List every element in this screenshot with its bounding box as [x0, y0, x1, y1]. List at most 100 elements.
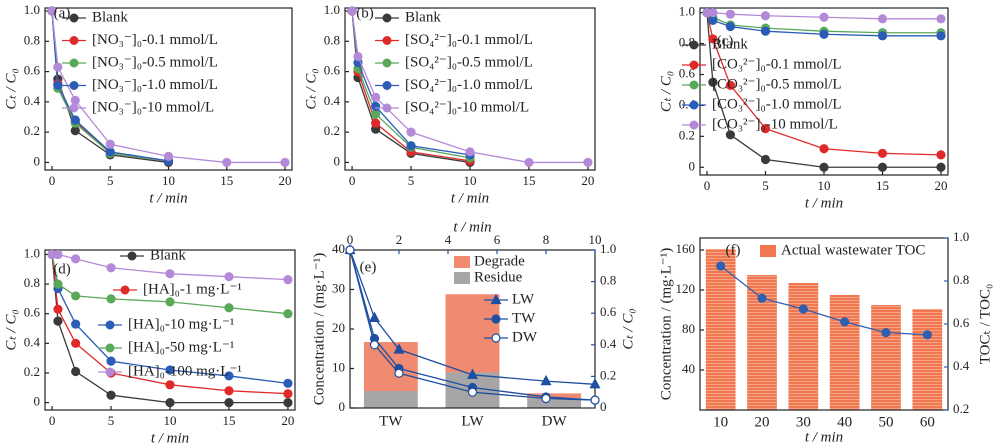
y-tick-label: 20 — [332, 320, 345, 335]
panel-label: (b) — [356, 5, 374, 21]
y-tick-label: 0.6 — [324, 63, 341, 78]
marker — [70, 95, 80, 105]
legend-marker — [382, 103, 392, 113]
bar-segment — [363, 391, 418, 408]
series-line — [349, 249, 596, 401]
legend-marker — [689, 60, 699, 70]
marker — [106, 390, 116, 400]
marker — [70, 115, 80, 125]
marker — [71, 291, 81, 301]
marker — [708, 8, 718, 18]
marker — [105, 139, 115, 149]
legend-label: [CO₃²⁻]₀-0.5 mmol/L — [712, 76, 842, 92]
x-axis-label: t / min — [451, 190, 489, 206]
legend-marker — [127, 251, 137, 261]
y-tick-label: 40 — [682, 361, 695, 376]
bar-segment — [363, 342, 418, 392]
legend-label: Blank — [405, 9, 441, 25]
marker — [936, 162, 946, 172]
bar-segment — [527, 398, 582, 408]
y-tick-label: 1.0 — [24, 2, 40, 17]
legend-label: [CO₃²⁻]₀-0.1 mmol/L — [712, 56, 842, 72]
marker — [165, 380, 175, 390]
marker — [406, 141, 416, 151]
marker — [71, 366, 81, 377]
legend-marker — [69, 58, 79, 68]
legend-label: [HA]₀-1 mg·L⁻¹ — [143, 281, 242, 297]
series-line — [349, 249, 596, 385]
legend-marker — [689, 120, 699, 130]
marker — [708, 34, 718, 44]
legend-marker — [689, 80, 699, 90]
marker — [394, 368, 404, 378]
x-tick-label: 5 — [762, 178, 769, 193]
y-tick-label: 0.6 — [24, 305, 41, 320]
marker — [165, 365, 175, 375]
marker — [725, 130, 736, 140]
x-tick-label: 20 — [755, 414, 770, 430]
x-tick-label: 50 — [879, 414, 894, 430]
x-tick-label: 10 — [713, 414, 728, 430]
marker — [106, 263, 116, 273]
marker — [819, 12, 829, 22]
axis-label: Cₜ / C₀ — [620, 308, 636, 349]
marker — [371, 109, 381, 119]
marker — [589, 378, 601, 389]
x-tick-label: 0 — [49, 173, 56, 188]
marker — [881, 328, 891, 338]
y-tick-label: 0.4 — [24, 334, 41, 349]
x-tick-label: 15 — [876, 178, 889, 193]
x-tick-label: 30 — [796, 414, 811, 430]
legend-label: LW — [512, 291, 535, 307]
legend-marker — [491, 314, 501, 324]
bar-segment — [445, 294, 500, 373]
legend-marker — [382, 13, 392, 23]
legend-label: [CO₃²⁻]₀-1.0 mmol/L — [712, 96, 842, 112]
marker — [936, 31, 946, 41]
legend-label: [HA]₀-50 mg·L⁻¹ — [128, 339, 234, 355]
x-tick-label: 10 — [164, 413, 177, 428]
marker — [725, 80, 736, 90]
y-tick-label: 0.4 — [600, 336, 617, 351]
marker — [760, 26, 771, 36]
marker — [371, 101, 381, 112]
marker — [71, 254, 81, 264]
y-tick-label: 0.8 — [600, 273, 616, 288]
marker — [467, 368, 478, 379]
x-tick-label: LW — [461, 413, 484, 429]
x-tick-label: 0 — [349, 173, 356, 188]
panel-label: (e) — [360, 259, 377, 275]
marker — [877, 162, 888, 172]
marker — [47, 6, 57, 16]
y-tick-label: 0.6 — [679, 65, 696, 80]
legend-label: Degrade — [474, 253, 525, 269]
legend-label: [CO₃²⁻]₀-10 mmol/L — [712, 116, 838, 132]
x-tick-label: TW — [379, 413, 403, 429]
marker — [877, 148, 888, 158]
marker — [71, 319, 81, 329]
marker — [53, 316, 63, 326]
axis-label: Cₜ / C₀ — [303, 68, 319, 109]
marker — [224, 397, 234, 408]
x-tick-label: 10 — [589, 232, 602, 247]
axis-label: Cₜ / C₀ — [658, 71, 674, 112]
x2-axis-label: t / min — [453, 219, 491, 235]
y-tick-label: 0.8 — [24, 275, 40, 290]
x-axis-label: t / min — [151, 430, 189, 446]
legend-label: Blank — [712, 36, 748, 52]
y-tick-label: 0.6 — [600, 304, 617, 319]
marker — [540, 374, 552, 386]
bar — [788, 283, 819, 410]
marker — [353, 51, 363, 62]
panel-label: (f) — [726, 242, 741, 258]
marker — [165, 397, 175, 408]
x-tick-label: 6 — [494, 232, 501, 247]
legend-marker — [69, 13, 79, 23]
marker — [467, 387, 478, 397]
y-tick-label: 0.6 — [24, 63, 41, 78]
marker — [71, 338, 81, 348]
legend-label: [NO₃⁻]₀-0.5 mmol/L — [92, 54, 218, 70]
y-tick-label: 0 — [334, 153, 341, 168]
x-tick-label: 8 — [543, 232, 550, 247]
legend-marker — [69, 81, 79, 90]
